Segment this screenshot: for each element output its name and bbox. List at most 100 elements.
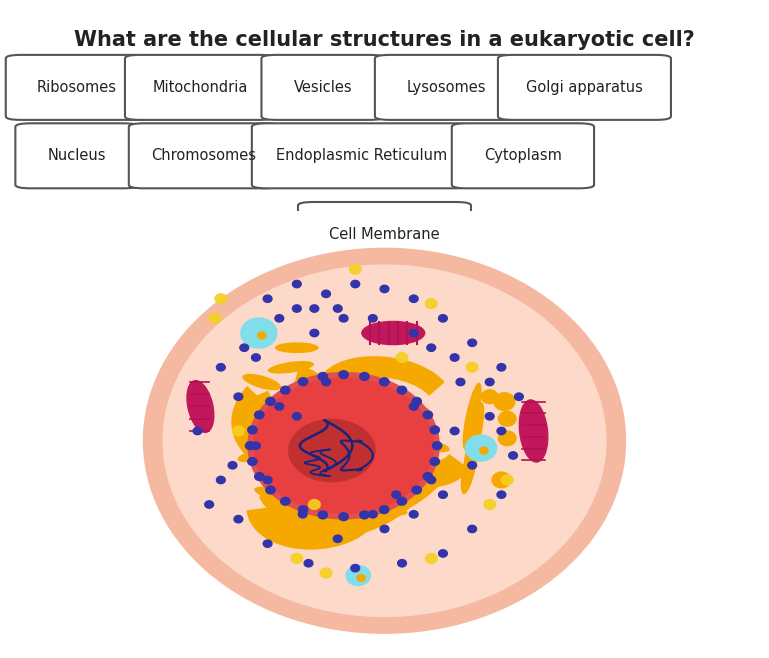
Ellipse shape <box>466 402 484 465</box>
Circle shape <box>266 397 275 405</box>
Circle shape <box>430 457 439 465</box>
Circle shape <box>497 491 506 498</box>
Circle shape <box>412 486 421 494</box>
Circle shape <box>251 442 260 449</box>
Circle shape <box>292 305 301 312</box>
Circle shape <box>409 511 418 518</box>
Text: Chromosomes: Chromosomes <box>151 148 256 163</box>
Circle shape <box>509 452 518 459</box>
Circle shape <box>334 305 342 312</box>
Circle shape <box>468 462 477 469</box>
FancyBboxPatch shape <box>6 55 148 120</box>
Ellipse shape <box>254 487 293 503</box>
Ellipse shape <box>145 250 624 632</box>
Circle shape <box>298 378 308 386</box>
Circle shape <box>468 525 477 532</box>
Text: Lysosomes: Lysosomes <box>406 80 486 95</box>
Circle shape <box>391 491 401 498</box>
Circle shape <box>215 294 227 303</box>
Circle shape <box>430 426 439 434</box>
Circle shape <box>380 378 389 386</box>
Circle shape <box>248 426 257 434</box>
Circle shape <box>514 393 524 400</box>
Circle shape <box>232 426 245 436</box>
Circle shape <box>310 305 319 312</box>
Text: Nucleus: Nucleus <box>48 148 106 163</box>
Circle shape <box>425 299 437 309</box>
Circle shape <box>484 499 495 509</box>
Circle shape <box>305 559 313 567</box>
FancyBboxPatch shape <box>129 123 279 188</box>
Circle shape <box>380 286 389 293</box>
Circle shape <box>360 511 369 519</box>
FancyBboxPatch shape <box>125 55 275 120</box>
Circle shape <box>292 413 301 420</box>
Circle shape <box>497 364 506 371</box>
Circle shape <box>281 386 290 394</box>
FancyBboxPatch shape <box>261 55 384 120</box>
Text: Cell Membrane: Cell Membrane <box>329 227 440 242</box>
Circle shape <box>409 330 418 337</box>
Circle shape <box>205 501 214 508</box>
Circle shape <box>494 393 514 411</box>
Circle shape <box>398 386 407 394</box>
Circle shape <box>298 506 308 514</box>
Ellipse shape <box>463 382 481 450</box>
Circle shape <box>357 574 365 582</box>
Circle shape <box>480 447 488 454</box>
Circle shape <box>263 476 272 484</box>
Circle shape <box>498 431 516 445</box>
Circle shape <box>481 390 498 403</box>
Text: What are the cellular structures in a eukaryotic cell?: What are the cellular structures in a eu… <box>74 30 695 49</box>
Circle shape <box>321 290 331 297</box>
Circle shape <box>360 372 369 380</box>
Circle shape <box>245 442 255 449</box>
Ellipse shape <box>288 418 376 482</box>
Circle shape <box>228 462 237 469</box>
Ellipse shape <box>461 441 478 494</box>
Circle shape <box>275 403 284 410</box>
Circle shape <box>258 332 266 339</box>
Ellipse shape <box>162 265 607 617</box>
Circle shape <box>281 497 290 505</box>
Circle shape <box>217 364 225 371</box>
Circle shape <box>379 378 389 386</box>
Ellipse shape <box>268 361 314 374</box>
Circle shape <box>318 511 328 519</box>
Text: Endoplasmic Reticulum: Endoplasmic Reticulum <box>276 148 447 163</box>
Ellipse shape <box>242 374 281 390</box>
Ellipse shape <box>464 422 481 480</box>
Circle shape <box>298 511 307 518</box>
Ellipse shape <box>361 503 408 516</box>
Circle shape <box>368 315 377 322</box>
Circle shape <box>308 499 320 509</box>
Circle shape <box>434 468 451 482</box>
Text: Ribosomes: Ribosomes <box>37 80 117 95</box>
FancyBboxPatch shape <box>452 123 594 188</box>
Circle shape <box>263 540 272 547</box>
Circle shape <box>451 427 459 435</box>
Circle shape <box>464 434 498 462</box>
Circle shape <box>345 565 371 586</box>
Circle shape <box>351 280 360 288</box>
Circle shape <box>310 330 319 337</box>
Ellipse shape <box>361 320 425 345</box>
Circle shape <box>398 497 407 505</box>
Circle shape <box>248 457 257 465</box>
Circle shape <box>396 353 408 363</box>
Circle shape <box>432 442 441 449</box>
Circle shape <box>498 411 516 426</box>
Circle shape <box>291 553 303 563</box>
Circle shape <box>497 427 506 435</box>
Circle shape <box>485 378 494 386</box>
Circle shape <box>234 393 243 400</box>
Circle shape <box>251 354 260 361</box>
Ellipse shape <box>518 399 548 463</box>
Circle shape <box>427 476 436 484</box>
Circle shape <box>368 511 377 518</box>
Circle shape <box>468 339 477 347</box>
Ellipse shape <box>335 362 376 373</box>
Circle shape <box>240 317 278 349</box>
Circle shape <box>423 411 432 418</box>
Ellipse shape <box>250 374 437 517</box>
